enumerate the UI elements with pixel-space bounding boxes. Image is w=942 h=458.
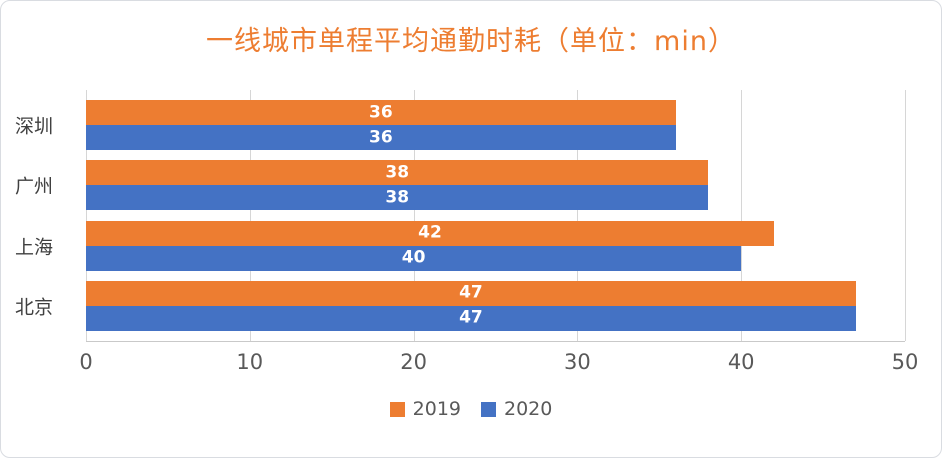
category-label: 北京	[15, 296, 54, 319]
legend-swatch	[389, 401, 405, 417]
gridline	[577, 90, 579, 341]
bar-value-label: 36	[369, 127, 393, 148]
bar-value-label: 40	[401, 247, 426, 268]
legend-item-2019: 2019	[389, 398, 461, 420]
bar-2019: 36	[86, 100, 676, 126]
bar-2020: 38	[86, 185, 709, 211]
chart-title: 一线城市单程平均通勤时耗（单位：min）	[206, 26, 736, 57]
bar-2020: 40	[86, 245, 742, 271]
legend-label: 2020	[504, 398, 553, 420]
bar-2020: 36	[86, 125, 676, 151]
bar-value-label: 38	[385, 162, 410, 183]
bar-group: 上海 42 40	[15, 220, 905, 271]
gridline	[905, 90, 906, 341]
bar-value-label: 38	[385, 187, 410, 208]
gridline	[741, 90, 743, 341]
x-axis: 0 10 20 30 40 50	[79, 342, 918, 376]
x-tick-label: 20	[400, 350, 427, 374]
bar-value-label: 47	[459, 307, 483, 328]
x-tick-label: 50	[891, 350, 919, 374]
x-tick-label: 0	[79, 350, 93, 374]
gridline	[249, 90, 251, 341]
bar-group: 北京 47 47	[15, 280, 905, 331]
x-tick-label: 40	[727, 350, 755, 374]
plot-area: 深圳 36 36 广州 38 38 上海 42 40 北京 47 47	[15, 90, 906, 342]
bar-rows: 深圳 36 36 广州 38 38 上海 42 40 北京 47 47	[15, 90, 905, 341]
legend-swatch	[481, 401, 496, 417]
category-label: 深圳	[15, 115, 54, 138]
bar-2019: 42	[86, 220, 774, 246]
category-label: 广州	[15, 175, 54, 198]
bar-value-label: 36	[369, 102, 393, 123]
bar-value-label: 47	[459, 282, 483, 303]
bar-group: 广州 38 38	[15, 160, 905, 211]
gridline	[413, 90, 415, 341]
bar-2020: 47	[86, 305, 856, 331]
bar-2019: 47	[86, 280, 856, 306]
legend-label: 2019	[412, 398, 461, 420]
bar-group: 深圳 36 36	[15, 100, 905, 151]
x-tick-label: 10	[236, 350, 264, 374]
bar-2019: 38	[86, 160, 709, 186]
gridline	[86, 90, 87, 341]
category-label: 上海	[15, 236, 54, 259]
bar-value-label: 42	[418, 222, 442, 243]
x-tick-label: 30	[564, 350, 591, 374]
legend-item-2020: 2020	[481, 398, 552, 420]
legend: 2019 2020	[1, 398, 941, 420]
